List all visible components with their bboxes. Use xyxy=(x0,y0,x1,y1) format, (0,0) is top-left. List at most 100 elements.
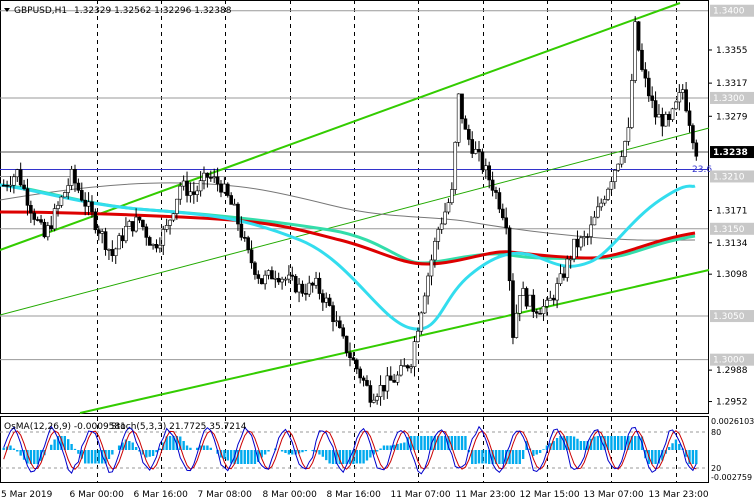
osma-bar xyxy=(471,450,474,464)
candlestick-series xyxy=(1,16,699,408)
candle-body xyxy=(534,311,539,314)
candle-body xyxy=(317,277,322,294)
osma-bar xyxy=(406,437,409,450)
candle-body xyxy=(405,365,410,369)
osma-bar xyxy=(50,444,53,450)
candle-body xyxy=(212,176,216,179)
candle-body xyxy=(304,293,308,295)
price-level-box xyxy=(710,4,754,17)
candle-body xyxy=(144,226,149,238)
candle-body xyxy=(657,114,661,118)
price-label: 1.3355 xyxy=(716,46,748,56)
time-label: 11 Mar 23:00 xyxy=(456,490,516,500)
candle-body xyxy=(76,182,81,191)
time-label: 13 Mar 07:00 xyxy=(584,490,644,500)
osma-bar xyxy=(199,445,202,450)
candle-body xyxy=(477,149,481,153)
candle-body xyxy=(487,165,492,181)
collapse-triangle-icon[interactable] xyxy=(4,8,10,12)
osma-bar xyxy=(447,436,450,450)
oscillator-series xyxy=(0,425,708,475)
candle-body xyxy=(324,297,329,303)
osma-bar xyxy=(423,436,426,450)
candle-body xyxy=(500,208,505,219)
candle-body xyxy=(110,249,115,256)
candle-body xyxy=(395,374,400,383)
candle-body xyxy=(107,249,111,251)
osma-bar xyxy=(538,450,542,453)
channel-lower-line xyxy=(79,269,710,414)
osma-bar xyxy=(145,450,148,458)
osma-bar xyxy=(331,450,335,464)
osma-bar xyxy=(107,450,111,459)
time-label: 6 Mar 16:00 xyxy=(134,490,189,500)
candle-body xyxy=(463,118,468,130)
osma-bar xyxy=(257,450,260,462)
osma-bar xyxy=(314,450,318,453)
candle-body xyxy=(32,212,37,220)
candle-body xyxy=(416,330,420,343)
candle-body xyxy=(29,205,33,214)
candle-body xyxy=(338,320,342,329)
candle-body xyxy=(443,211,447,225)
candle-body xyxy=(249,249,254,264)
candle-body xyxy=(680,89,685,93)
candle-body xyxy=(650,95,654,101)
trend-channel xyxy=(0,2,710,414)
current-price-box xyxy=(710,146,754,159)
candle-body xyxy=(473,149,478,154)
osma-bar xyxy=(637,436,640,450)
osma-bar xyxy=(87,450,90,464)
candle-body xyxy=(582,236,587,239)
osma-bar xyxy=(124,439,128,450)
candle-body xyxy=(568,258,573,261)
candle-body xyxy=(674,101,678,110)
osma-bar xyxy=(94,450,97,464)
osma-bar xyxy=(291,450,294,455)
osma-bar xyxy=(477,450,481,464)
osma-bar xyxy=(297,450,301,454)
price-axis[interactable]: 1.3355 1.3317 1.3279 1.3171 1.3134 1.3098 1.29… xyxy=(708,4,754,408)
price-label: 1.3098 xyxy=(716,270,748,280)
candle-body xyxy=(599,202,604,208)
candle-body xyxy=(222,183,227,193)
osma-bar xyxy=(16,450,19,452)
price-level-label: 1.3150 xyxy=(713,225,745,235)
candle-body xyxy=(300,283,305,294)
osma-bar xyxy=(627,436,630,450)
candle-body xyxy=(73,169,77,184)
osma-bar xyxy=(33,450,36,464)
candle-body xyxy=(545,299,549,307)
osma-bar xyxy=(650,450,654,464)
candle-body xyxy=(419,312,424,332)
osma-bar xyxy=(695,450,698,464)
candle-body xyxy=(117,235,121,250)
osma-bar xyxy=(304,450,308,452)
osma-bar xyxy=(437,436,440,450)
candle-body xyxy=(565,258,570,278)
osma-bar xyxy=(226,450,229,461)
candle-body xyxy=(90,201,94,213)
time-label: 13 Mar 23:00 xyxy=(649,490,709,500)
osma-bar xyxy=(121,442,124,450)
osma-bar xyxy=(511,450,515,464)
candle-body xyxy=(467,129,471,140)
osma-bar xyxy=(403,442,406,450)
moving-averages xyxy=(0,182,696,331)
osma-bar xyxy=(358,450,362,464)
candle-body xyxy=(619,156,624,165)
candle-body xyxy=(134,216,138,232)
candle-body xyxy=(297,283,301,293)
candle-body xyxy=(168,219,172,226)
osma-bar xyxy=(26,450,29,464)
osma-bar xyxy=(148,450,151,457)
candle-body xyxy=(562,273,566,278)
candle-body xyxy=(141,219,145,228)
candle-body xyxy=(382,385,386,392)
price-label: 1.2988 xyxy=(716,366,748,376)
osma-bar xyxy=(684,450,688,457)
time-axis[interactable]: 5 Mar 2019 6 Mar 00:00 6 Mar 16:00 7 Mar 08… xyxy=(1,490,709,500)
candle-body xyxy=(130,221,135,232)
candle-body xyxy=(694,142,699,157)
